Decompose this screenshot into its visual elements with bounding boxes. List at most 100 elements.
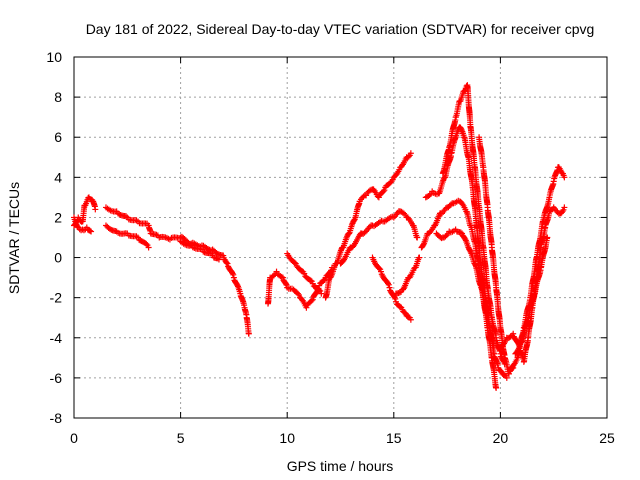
- trail-mark-track-c: [223, 259, 230, 266]
- trail-mark-track-m: [490, 350, 497, 357]
- trail-mark-track-d: [143, 240, 150, 247]
- trail-mark-track-r: [510, 361, 517, 368]
- grid-layer: [74, 57, 607, 418]
- trail-mark-track-g: [308, 278, 315, 285]
- y-tick-label: 8: [54, 89, 62, 105]
- trail-mark-track-k: [396, 289, 403, 296]
- trail-mark-track-m: [458, 125, 465, 132]
- trail-mark-track-h: [406, 152, 413, 159]
- trail-mark-track-c: [181, 236, 188, 243]
- trail-mark-track-h: [381, 187, 388, 194]
- trail-mark-track-g: [316, 286, 323, 293]
- trail-mark-track-f: [282, 280, 289, 287]
- trail-mark-track-h: [405, 153, 412, 160]
- trail-mark-track-e: [200, 248, 207, 255]
- trail-mark-track-e: [214, 255, 221, 262]
- trail-mark-track-j: [392, 295, 399, 302]
- trail-mark-track-j: [384, 280, 391, 287]
- tick-layer: 0 5 10 15 20 25 -8 -6 -4 -2 0 2 4 6 8 10: [46, 49, 615, 446]
- trail-mark-track-d: [106, 226, 113, 233]
- trail-mark-track-d: [133, 233, 140, 240]
- trail-mark-track-f: [308, 297, 315, 304]
- trail-mark-track-h: [380, 188, 387, 195]
- y-tick-label: -2: [50, 290, 63, 306]
- trail-mark-track-h: [399, 162, 406, 169]
- y-tick-label: -8: [50, 410, 63, 426]
- trail-mark-track-g: [290, 258, 297, 265]
- y-tick-label: -6: [50, 370, 63, 386]
- trail-mark-track-j: [376, 265, 383, 272]
- trail-mark-track-p: [444, 230, 451, 237]
- x-tick-label: 0: [70, 430, 78, 446]
- trail-mark-track-h: [356, 200, 363, 207]
- x-tick-label: 20: [493, 430, 509, 446]
- trail-mark-track-s: [531, 293, 538, 300]
- trail-mark-track-l: [492, 384, 499, 391]
- trail-mark-track-g: [307, 277, 314, 284]
- trail-mark-track-c: [122, 213, 129, 220]
- trail-mark-track-c: [223, 260, 230, 267]
- trail-mark-track-e: [186, 242, 193, 249]
- trail-mark-track-d: [144, 242, 151, 249]
- trail-mark-track-h: [345, 230, 352, 237]
- trail-mark-track-h: [327, 274, 334, 281]
- trail-mark-track-p: [484, 311, 491, 318]
- data-point-track-g: [318, 290, 325, 297]
- y-tick-label: 4: [54, 169, 62, 185]
- trail-mark-track-p: [464, 242, 471, 249]
- trail-mark-track-l: [447, 201, 454, 208]
- trail-mark-track-c: [230, 271, 237, 278]
- trail-mark-track-e: [208, 250, 215, 257]
- trail-mark-track-b: [74, 222, 81, 229]
- trail-mark-track-c: [144, 220, 151, 227]
- trail-mark-track-c: [116, 211, 123, 218]
- trail-mark-track-j: [398, 304, 405, 311]
- trail-mark-track-l: [420, 241, 427, 248]
- trail-mark-track-j: [402, 310, 409, 317]
- trail-mark-track-f: [294, 290, 301, 297]
- trail-mark-track-g: [299, 268, 306, 275]
- trail-mark-track-i: [356, 231, 363, 238]
- data-points-layer: [71, 82, 568, 391]
- trail-mark-track-f: [295, 291, 302, 298]
- x-tick-label: 5: [177, 430, 185, 446]
- y-tick-label: 6: [54, 129, 62, 145]
- trail-mark-track-i: [361, 229, 368, 236]
- trail-mark-track-a: [91, 203, 98, 210]
- trail-mark-track-j: [397, 303, 404, 310]
- trail-mark-track-f: [321, 277, 328, 284]
- trail-mark-track-f: [277, 273, 284, 280]
- trail-mark-track-k: [415, 254, 422, 261]
- trail-mark-track-q: [560, 206, 567, 213]
- y-tick-label: -4: [50, 330, 63, 346]
- y-tick-label: 2: [54, 209, 62, 225]
- y-tick-label: 0: [54, 250, 62, 266]
- x-tick-label: 15: [386, 430, 402, 446]
- trail-mark-track-r: [560, 172, 567, 179]
- trail-mark-track-i: [413, 234, 420, 241]
- trail-mark-track-s: [543, 235, 550, 242]
- trail-mark-track-p: [490, 342, 497, 349]
- trail-mark-track-j: [401, 309, 408, 316]
- trail-mark-track-m: [452, 135, 459, 142]
- plot-frame: [73, 56, 608, 419]
- trail-mark-track-c: [236, 288, 243, 295]
- data-point-track-j: [386, 284, 393, 291]
- y-tick-label: 10: [46, 49, 62, 65]
- trail-mark-track-o: [488, 241, 495, 248]
- x-tick-label: 10: [279, 430, 295, 446]
- trail-mark-track-g: [291, 259, 298, 266]
- trail-mark-track-h: [360, 193, 367, 200]
- trail-mark-track-r: [546, 196, 553, 203]
- trail-mark-track-c: [165, 235, 172, 242]
- trail-mark-track-i: [401, 210, 408, 217]
- trail-mark-track-c: [245, 330, 252, 337]
- trail-mark-track-f: [307, 298, 314, 305]
- trail-mark-track-j: [385, 281, 392, 288]
- trail-mark-track-g: [317, 288, 324, 295]
- trail-mark-track-e: [197, 246, 204, 253]
- x-tick-label: 25: [599, 430, 615, 446]
- trail-mark-track-c: [133, 217, 140, 224]
- trail-mark-track-p: [457, 229, 464, 236]
